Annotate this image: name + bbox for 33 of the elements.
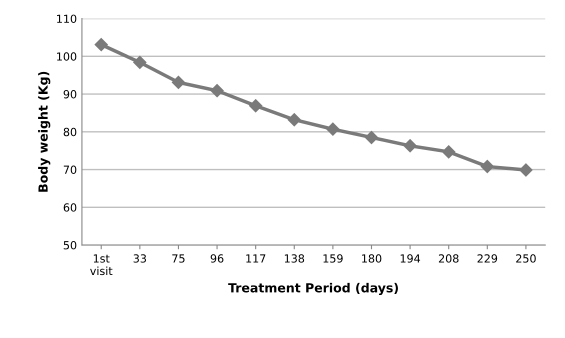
y-tick-label: 100: [57, 52, 76, 61]
y-tick-label: 50: [64, 241, 76, 250]
x-tick-label: 159: [323, 254, 343, 263]
x-tick-label: 138: [284, 254, 304, 263]
x-tick-label: 33: [134, 254, 146, 263]
y-tick-label: 60: [64, 203, 76, 212]
point: [326, 122, 340, 136]
x-tick-label: 117: [246, 254, 266, 263]
point: [210, 84, 224, 98]
point: [133, 56, 146, 69]
point: [519, 163, 533, 177]
point: [364, 130, 378, 144]
x-tick-label: 208: [438, 254, 459, 263]
point: [288, 113, 301, 126]
point: [480, 160, 494, 174]
y-tick-label: 110: [57, 14, 76, 23]
point: [172, 76, 186, 89]
y-axis-title: Body weight (Kg): [38, 72, 50, 192]
y-tick-label: 80: [64, 128, 76, 136]
y-tick-label: 70: [64, 166, 76, 174]
x-tick-label: 229: [478, 254, 498, 263]
x-tick-label: 194: [400, 254, 420, 263]
x-tick-label: 180: [362, 254, 382, 263]
x-tick-label: 1st visit: [90, 254, 112, 276]
x-tick-label: 96: [210, 254, 224, 263]
point: [94, 38, 108, 52]
point: [442, 145, 456, 158]
y-tick-label: 90: [64, 90, 76, 98]
x-tick-label: 75: [172, 254, 185, 263]
point: [404, 139, 417, 152]
point: [249, 99, 262, 112]
x-tick-label: 250: [516, 254, 536, 263]
x-axis-title: Treatment Period (days): [228, 282, 398, 296]
